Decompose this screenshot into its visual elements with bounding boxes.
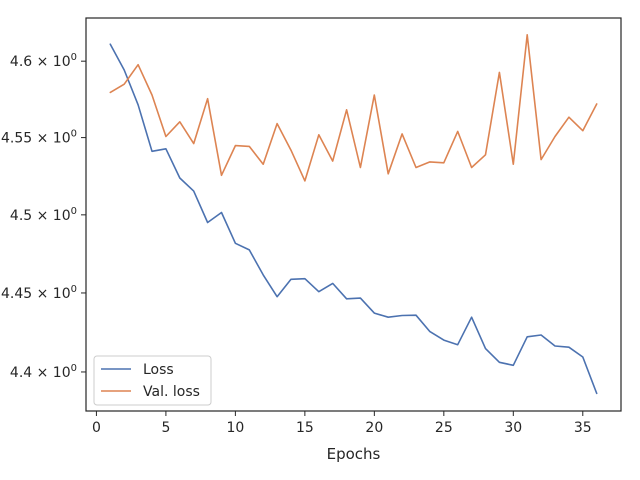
series-line-val-loss	[109, 33, 598, 182]
legend-label: Loss	[143, 362, 174, 378]
y-tick-label: 4.5 × 100	[10, 206, 77, 224]
y-axis-ticks: 4.4 × 100 4.45 × 100 4.5 × 100 4.55 × 100 4.…	[1, 52, 86, 381]
x-tick-label: 20	[365, 420, 383, 436]
x-tick-label: 25	[435, 420, 453, 436]
series-lines	[109, 33, 598, 395]
y-tick-label: 4.45 × 100	[1, 284, 77, 302]
x-tick-label: 15	[296, 420, 314, 436]
x-tick-label: 10	[226, 420, 244, 436]
x-axis-ticks: 0 5 10 15 20 25 30 35	[92, 411, 592, 436]
plot-area	[86, 18, 621, 411]
x-tick-label: 30	[504, 420, 522, 436]
plot-frame	[85, 17, 622, 412]
x-tick-label: 5	[161, 420, 170, 436]
y-tick-label: 4.55 × 100	[1, 129, 77, 147]
x-tick-label: 0	[92, 420, 101, 436]
y-tick-label: 4.4 × 100	[10, 363, 77, 381]
y-tick-label: 4.6 × 100	[10, 52, 77, 70]
series-line-loss	[109, 43, 598, 395]
x-axis-label: Epochs	[327, 445, 381, 463]
legend-label: Val. loss	[143, 384, 200, 400]
legend: Loss Val. loss	[93, 355, 212, 406]
x-tick-label: 35	[574, 420, 592, 436]
